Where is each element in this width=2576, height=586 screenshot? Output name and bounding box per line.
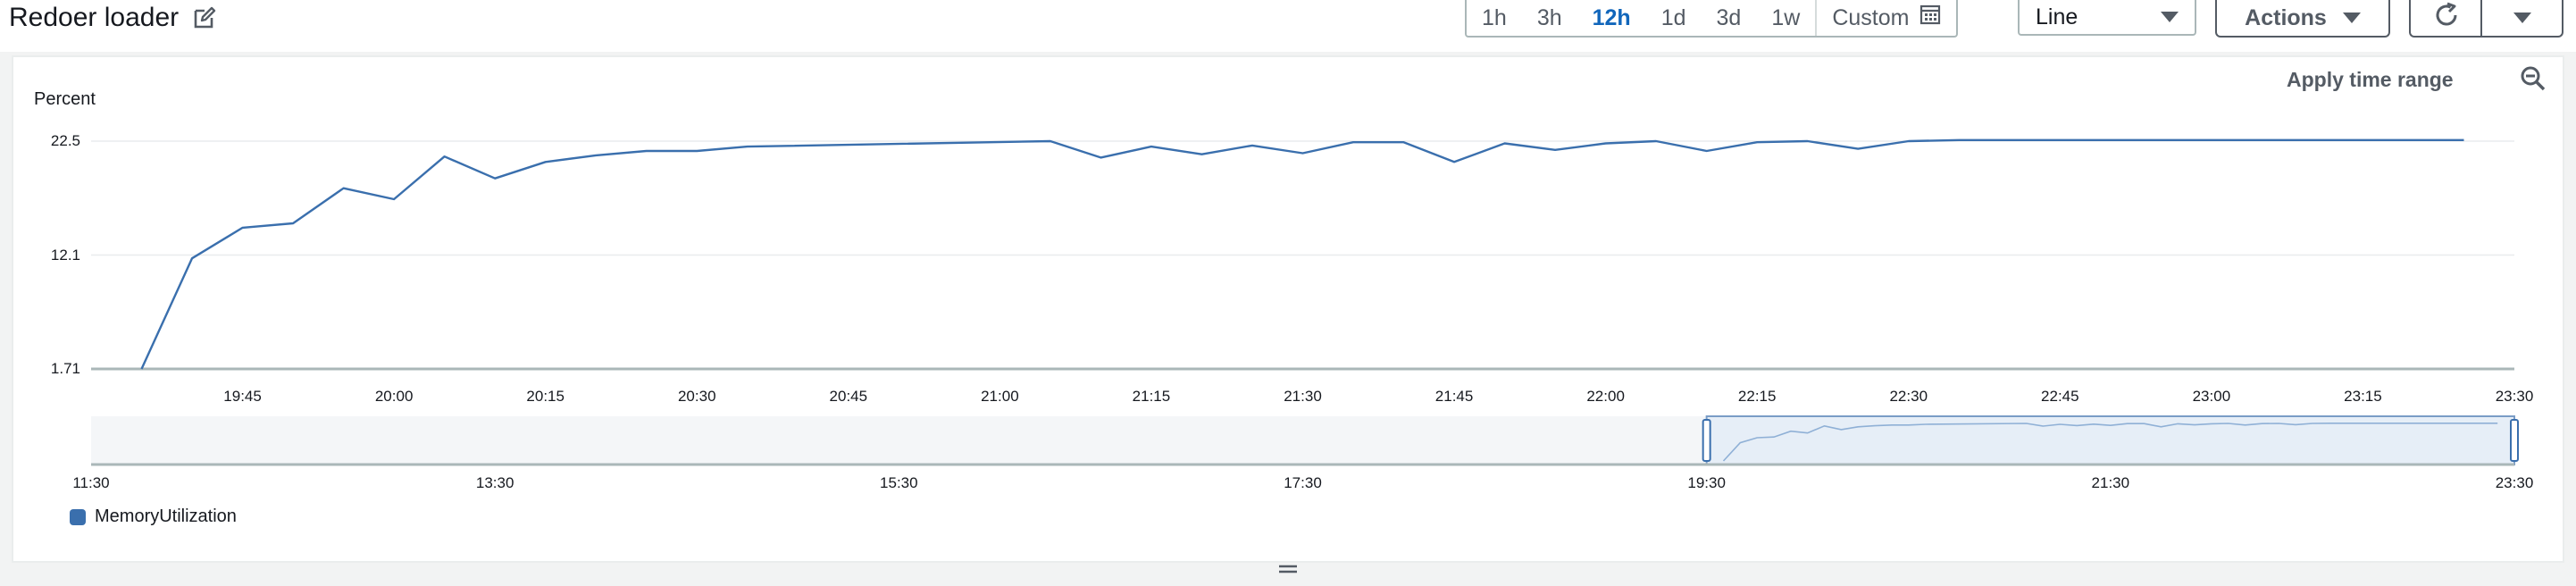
y-tick-label: 12.1 — [50, 246, 80, 264]
x-tick-label: 22:15 — [1737, 388, 1777, 405]
caret-down-icon — [2342, 13, 2361, 23]
navigator-selection — [1705, 415, 2515, 465]
navigator-tick-label: 23:30 — [2495, 474, 2534, 491]
refresh-icon — [2432, 1, 2461, 36]
time-range-1h[interactable]: 1h — [1482, 5, 1507, 30]
x-tick-label: 20:30 — [677, 388, 716, 405]
caret-down-icon — [2161, 12, 2179, 22]
memory-utilization-line — [140, 138, 2464, 370]
navigator-handle[interactable] — [1702, 419, 1711, 462]
dashboard-toolbar: Redoer loader 1h 3h 12h 1d 3d 1w Custom — [0, 0, 2576, 52]
graph-type-value: Line — [2036, 4, 2078, 29]
y-tick-label: 22.5 — [50, 132, 80, 149]
refresh-options-button[interactable] — [2480, 0, 2563, 38]
navigator-tick-label: 17:30 — [1284, 474, 1322, 491]
navigator-tick-label: 19:30 — [1687, 474, 1726, 491]
navigator-tick-label: 21:30 — [2091, 474, 2130, 491]
graph-type-select[interactable]: Line — [2018, 0, 2196, 36]
chart-legend[interactable]: MemoryUtilization — [70, 506, 237, 527]
time-range-3d[interactable]: 3d — [1716, 5, 1742, 30]
zoom-out-icon[interactable] — [2519, 64, 2547, 93]
x-tick-label: 20:00 — [374, 388, 414, 405]
segment-divider — [1815, 0, 1818, 36]
x-tick-label: 19:45 — [223, 388, 262, 405]
refresh-button[interactable] — [2409, 0, 2482, 38]
x-tick-label: 21:00 — [981, 388, 1019, 405]
navigator-tick-label: 13:30 — [475, 474, 514, 491]
x-tick-label: 22:45 — [2041, 388, 2079, 405]
x-tick-label: 21:15 — [1132, 388, 1171, 405]
custom-label: Custom — [1832, 5, 1910, 30]
x-tick-label: 23:30 — [2495, 388, 2534, 405]
y-axis-unit-label: Percent — [34, 89, 96, 109]
x-tick-label: 20:45 — [829, 388, 868, 405]
apply-time-range-link[interactable]: Apply time range — [2287, 68, 2454, 91]
time-range-1d[interactable]: 1d — [1660, 5, 1686, 30]
x-tick-label: 21:45 — [1434, 388, 1474, 405]
time-range-selector: 1h 3h 12h 1d 3d 1w Custom — [1465, 0, 1959, 38]
time-range-custom[interactable]: Custom — [1817, 0, 1956, 36]
caret-down-icon — [2513, 13, 2531, 23]
x-tick-label: 21:30 — [1284, 388, 1322, 405]
x-tick-label: 22:00 — [1586, 388, 1625, 405]
x-tick-label: 23:00 — [2192, 388, 2231, 405]
navigator-handle[interactable] — [2510, 419, 2519, 462]
widget-title: Redoer loader — [9, 0, 216, 36]
actions-button[interactable]: Actions — [2215, 0, 2390, 38]
widget-title-text: Redoer loader — [9, 3, 180, 32]
panel-resize-handle[interactable] — [1279, 563, 1297, 575]
x-tick-label: 23:15 — [2344, 388, 2382, 405]
navigator-line — [1722, 422, 2498, 462]
x-tick-label: 22:30 — [1889, 388, 1928, 405]
time-range-12h[interactable]: 12h — [1592, 5, 1631, 30]
calendar-icon — [1919, 0, 1941, 36]
navigator-tick-label: 15:30 — [880, 474, 918, 491]
edit-icon[interactable] — [193, 6, 216, 29]
navigator-tick-label: 11:30 — [72, 474, 110, 491]
time-range-3h[interactable]: 3h — [1536, 5, 1562, 30]
actions-label: Actions — [2245, 4, 2327, 30]
x-tick-label: 20:15 — [526, 388, 565, 405]
time-range-1w[interactable]: 1w — [1771, 5, 1801, 30]
legend-label: MemoryUtilization — [95, 506, 237, 526]
y-tick-label: 1.71 — [50, 360, 80, 377]
legend-swatch — [70, 508, 86, 525]
